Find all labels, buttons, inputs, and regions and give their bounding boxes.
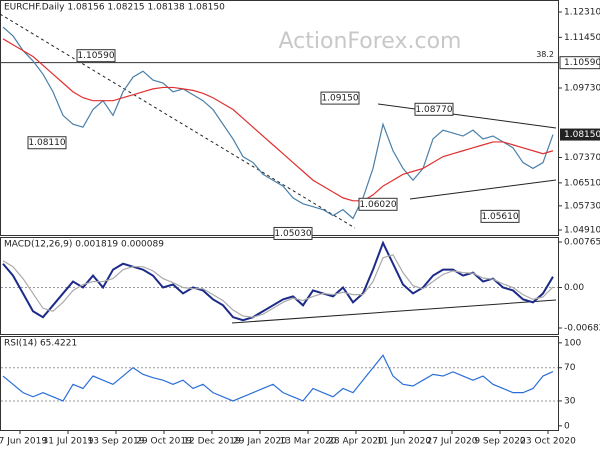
series-line <box>2 254 554 318</box>
y-tick-label: 30 <box>564 396 576 406</box>
level-box <box>273 226 313 240</box>
x-tick-label: 13 Sep 2019 <box>87 437 144 447</box>
y-tick-label: 100 <box>564 338 581 348</box>
watermark: ActionForex.com <box>279 29 462 54</box>
fib-label-box <box>559 56 600 70</box>
y-tick-label: 70 <box>564 363 576 373</box>
level-box <box>358 197 398 211</box>
level-box <box>76 49 116 63</box>
series-line <box>2 38 554 202</box>
y-tick-label: 0.00 <box>564 283 584 293</box>
macd-title: MACD(12,26,9) 0.001819 0.000089 <box>4 240 164 250</box>
y-tick-label: 1.06510 <box>564 178 600 188</box>
y-tick-label: 1.12310 <box>564 8 600 18</box>
macd-trend-line <box>231 299 557 324</box>
level-label: 1.09150 <box>321 94 358 104</box>
x-tick-label: 9 Sep 2020 <box>474 437 526 447</box>
series-line <box>2 354 554 402</box>
last-price-label: 1.08150 <box>564 130 600 140</box>
level-box <box>320 91 360 105</box>
level-label: 1.05610 <box>481 212 518 222</box>
y-tick-label: 1.11450 <box>564 33 600 43</box>
x-tick-label: 13 Mar 2020 <box>279 437 336 447</box>
y-tick-label: 1.04910 <box>564 225 600 235</box>
level-label: 1.08110 <box>28 138 65 148</box>
triangle-upper <box>377 103 557 129</box>
x-tick-label: 29 Jan 2020 <box>233 437 287 447</box>
level-label: 1.05030 <box>274 229 311 239</box>
trend-lines <box>0 13 557 324</box>
y-tick-label: 0 <box>564 421 570 431</box>
y-tick-label: 1.05730 <box>564 201 600 211</box>
level-label: 1.06020 <box>359 200 396 210</box>
x-tick-label: 29 Oct 2019 <box>136 437 192 447</box>
x-tick-label: 23 Oct 2020 <box>520 437 576 447</box>
x-tick-label: 31 Jul 2019 <box>43 437 94 447</box>
last-price-box <box>560 128 600 141</box>
x-tick-label: 12 Dec 2019 <box>183 437 241 447</box>
price-title: EURCHF.Daily 1.08156 1.08215 1.08138 1.0… <box>4 3 225 13</box>
y-tick-label: -0.006822 <box>564 324 600 334</box>
x-tick-label: 11 Jun 2020 <box>377 437 431 447</box>
series-line <box>2 26 554 220</box>
y-tick-label: 1.07370 <box>564 153 600 163</box>
x-tick-label: 28 Apr 2020 <box>328 437 384 447</box>
rsi-frame <box>0 336 559 431</box>
level-box <box>27 136 67 150</box>
level-box <box>480 209 520 223</box>
level-label: 1.08770 <box>415 105 452 115</box>
x-tick-label: 17 Jun 2019 <box>0 437 47 447</box>
y-tick-label: 0.007655 <box>564 238 600 248</box>
rsi-title: RSI(14) 65.4221 <box>4 339 77 349</box>
fib-level: 38.2 <box>536 50 554 59</box>
fib-label: 1.10590 <box>564 58 600 68</box>
level-label: 1.10590 <box>77 51 114 61</box>
triangle-lower <box>409 179 557 200</box>
y-tick-label: 1.09730 <box>564 84 600 94</box>
series-line <box>2 240 554 322</box>
level-box <box>414 102 454 116</box>
x-tick-label: 27 Jul 2020 <box>427 437 478 447</box>
